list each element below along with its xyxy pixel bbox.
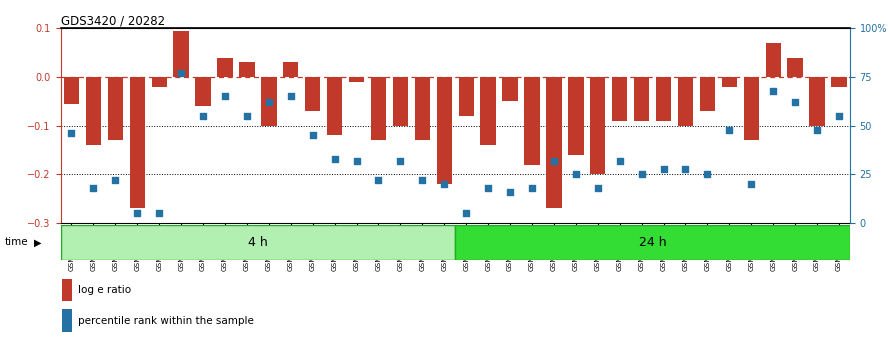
Point xyxy=(416,177,430,183)
Point xyxy=(657,166,671,171)
Bar xyxy=(700,77,715,111)
Bar xyxy=(831,77,846,87)
Bar xyxy=(283,62,298,77)
Bar xyxy=(349,77,364,82)
Point xyxy=(239,113,254,119)
Bar xyxy=(524,77,539,165)
Point xyxy=(481,185,495,191)
Bar xyxy=(151,77,166,87)
Point xyxy=(262,99,276,105)
Text: percentile rank within the sample: percentile rank within the sample xyxy=(78,316,254,326)
Point xyxy=(86,185,101,191)
Bar xyxy=(744,77,759,140)
Bar xyxy=(481,77,496,145)
Point xyxy=(109,177,123,183)
Bar xyxy=(261,77,277,126)
Bar xyxy=(64,77,79,104)
Text: ▶: ▶ xyxy=(34,238,41,247)
Bar xyxy=(502,77,518,101)
Bar xyxy=(722,77,737,87)
Bar xyxy=(437,77,452,184)
Text: 24 h: 24 h xyxy=(639,236,667,249)
Bar xyxy=(788,57,803,77)
Text: GDS3420 / 20282: GDS3420 / 20282 xyxy=(61,14,165,27)
Point xyxy=(64,131,78,136)
Bar xyxy=(656,77,671,121)
Bar xyxy=(130,77,145,209)
Bar xyxy=(415,77,430,140)
Text: 4 h: 4 h xyxy=(248,236,268,249)
Point xyxy=(700,172,715,177)
Bar xyxy=(392,77,409,126)
Bar xyxy=(678,77,693,126)
Point xyxy=(591,185,605,191)
Point xyxy=(152,210,166,216)
Text: log e ratio: log e ratio xyxy=(78,285,131,295)
Point xyxy=(612,158,627,164)
Point xyxy=(218,93,232,99)
Bar xyxy=(85,77,101,145)
Point xyxy=(744,181,758,187)
Point xyxy=(130,210,144,216)
Point xyxy=(305,132,320,138)
Bar xyxy=(371,77,386,140)
Bar xyxy=(62,279,71,301)
Point xyxy=(788,99,802,105)
Point xyxy=(678,166,692,171)
Bar xyxy=(612,77,627,121)
Bar xyxy=(568,77,584,155)
Point xyxy=(546,158,561,164)
Point xyxy=(196,113,210,119)
Bar xyxy=(239,62,255,77)
Bar xyxy=(765,43,781,77)
Point xyxy=(284,93,298,99)
Point xyxy=(437,181,451,187)
Point xyxy=(328,156,342,161)
Bar xyxy=(455,225,850,260)
Bar xyxy=(590,77,605,175)
Point xyxy=(459,210,473,216)
Point xyxy=(174,70,189,76)
Bar xyxy=(458,77,473,116)
Point xyxy=(350,158,364,164)
Point xyxy=(766,88,781,93)
Bar xyxy=(327,77,343,135)
Bar xyxy=(305,77,320,111)
Bar xyxy=(174,31,189,77)
Bar xyxy=(108,77,123,140)
Point xyxy=(371,177,385,183)
Bar xyxy=(546,77,562,209)
Bar xyxy=(61,225,455,260)
Bar xyxy=(634,77,650,121)
Bar xyxy=(196,77,211,106)
Point xyxy=(393,158,408,164)
Point xyxy=(832,113,846,119)
Bar xyxy=(809,77,825,126)
Point xyxy=(810,127,824,132)
Bar xyxy=(62,309,71,332)
Point xyxy=(569,172,583,177)
Point xyxy=(722,127,736,132)
Point xyxy=(503,189,517,195)
Text: time: time xyxy=(4,238,28,247)
Bar xyxy=(217,57,232,77)
Point xyxy=(525,185,539,191)
Point xyxy=(635,172,649,177)
